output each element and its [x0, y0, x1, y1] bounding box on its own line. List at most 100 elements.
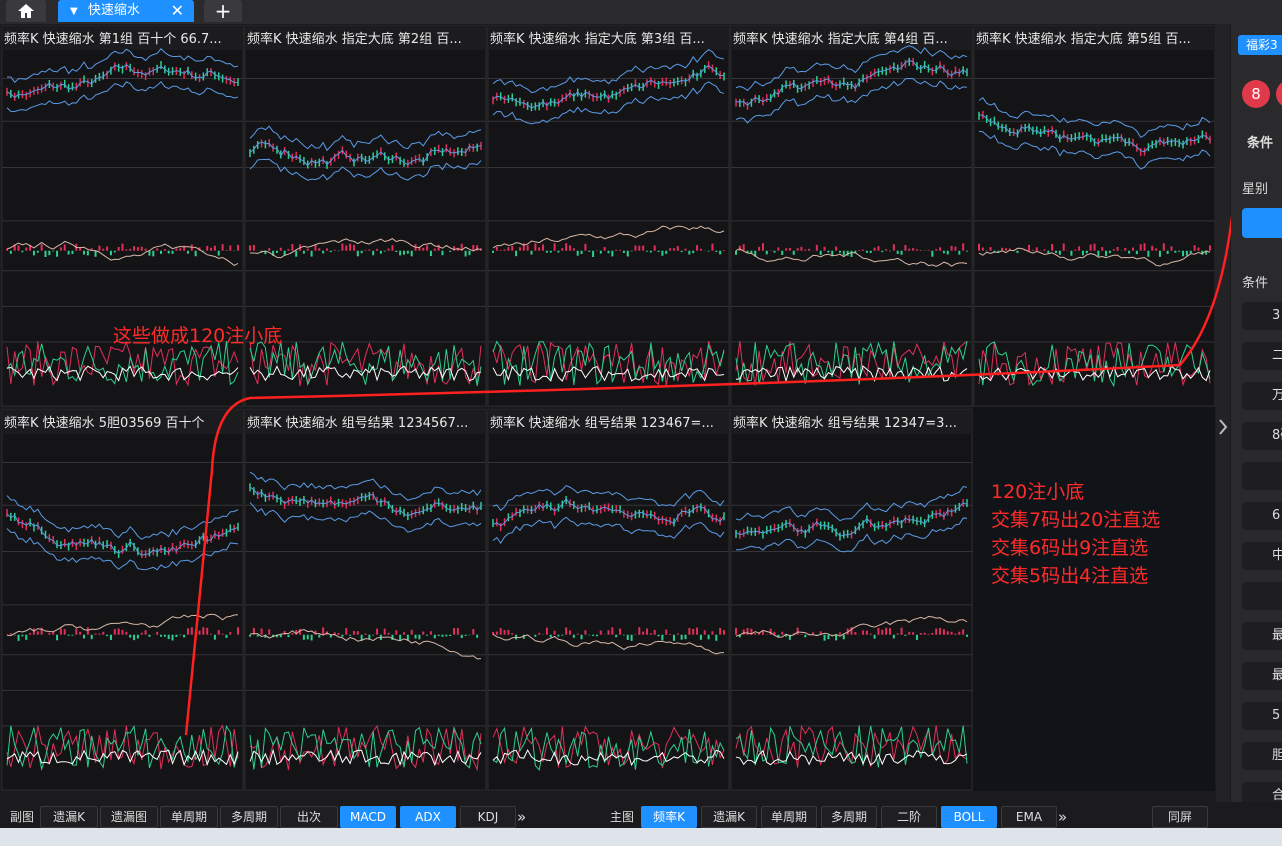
annotation: 120注小底: [991, 481, 1084, 503]
adx-line: [735, 365, 968, 383]
boll-line: [492, 64, 725, 109]
toolbar-button[interactable]: 多周期: [220, 806, 278, 828]
boll-line: [249, 141, 482, 167]
sidebar-button[interactable]: [1242, 208, 1282, 238]
sidebar-item-text: 5: [1272, 708, 1281, 723]
active-tab[interactable]: ▼ 快速缩水 ✕: [58, 0, 194, 22]
boll-line: [492, 81, 725, 125]
panel: 频率K 快速缩水 组号结果 1234567...: [244, 409, 487, 791]
toolbar-button[interactable]: 同屏: [1152, 806, 1208, 828]
toolbar-button[interactable]: 单周期: [761, 806, 817, 828]
panel-title-bar: [974, 26, 1215, 50]
ball-partial[interactable]: [1276, 80, 1282, 108]
sidebar-item[interactable]: 中间: [1242, 542, 1282, 570]
sidebar-item[interactable]: 5: [1242, 702, 1282, 730]
panel-bg: [244, 409, 487, 791]
sidebar-item-text: 合: [1272, 788, 1282, 803]
boll-line: [6, 63, 239, 99]
panel-title: 频率K 快速缩水 组号结果 1234567...: [247, 415, 468, 431]
panel-title-bar: [2, 26, 243, 50]
panel-title: 频率K 快速缩水 指定大底 第4组 百...: [733, 31, 948, 47]
boll-line: [6, 513, 239, 556]
adx-line: [6, 724, 239, 770]
tab-close[interactable]: ✕: [170, 1, 184, 20]
panel-title: 频率K 快速缩水 组号结果 123467=...: [490, 415, 714, 431]
boll-line: [978, 130, 1211, 170]
sidebar-item[interactable]: [1242, 582, 1282, 610]
adx-line: [978, 341, 1211, 388]
boll-line: [735, 502, 968, 537]
toolbar-button[interactable]: ADX: [400, 806, 456, 828]
adx-line: [249, 341, 482, 387]
boll-line: [492, 497, 725, 527]
sidebar-tab[interactable]: 福彩3: [1238, 35, 1282, 55]
panel: 频率K 快速缩水 5胆03569 百十个: [1, 409, 244, 791]
sidebar-item-text: 最小: [1272, 628, 1282, 643]
toolbar-button[interactable]: MACD: [340, 806, 396, 828]
panel-bg: [973, 25, 1216, 407]
sidebar-item[interactable]: 万前: [1242, 382, 1282, 410]
home-tab[interactable]: [6, 0, 46, 22]
sidebar-item[interactable]: 二码: [1242, 342, 1282, 370]
add-tab[interactable]: +: [204, 0, 242, 22]
toolbar-button[interactable]: KDJ: [460, 806, 516, 828]
sidebar-item-text: 万前: [1272, 388, 1282, 403]
panel-title-bar: [488, 26, 729, 50]
toolbar-button[interactable]: 遗漏K: [701, 806, 757, 828]
macd-line: [6, 613, 239, 637]
panel-title: 频率K 快速缩水 第1组 百十个 66.7...: [4, 31, 222, 47]
sidebar-item[interactable]: 胆: [1242, 742, 1282, 770]
tab-dropdown: ▼: [70, 6, 78, 17]
sidebar-item[interactable]: 8码: [1242, 422, 1282, 450]
panel: 频率K 快速缩水 指定大底 第2组 百...: [244, 25, 487, 407]
sidebar-item[interactable]: 最小: [1242, 622, 1282, 650]
toolbar-button[interactable]: 出次: [280, 806, 338, 828]
toolbar-button[interactable]: 遗漏图: [100, 806, 158, 828]
macd-line: [735, 248, 968, 267]
home-icon: [18, 4, 34, 18]
panel-bg: [244, 25, 487, 407]
adx-line: [6, 748, 239, 767]
tab-label: 快速缩水: [87, 3, 140, 18]
sidebar-item[interactable]: 合: [1242, 782, 1282, 804]
adx-line: [249, 364, 482, 382]
sidebar-item[interactable]: 3: [1242, 302, 1282, 330]
annotation: 交集5码出4注直选: [991, 565, 1148, 587]
macd-line: [249, 238, 482, 259]
boll-line: [6, 80, 239, 113]
adx-line: [249, 726, 482, 770]
adx-line: [735, 725, 968, 768]
sidebar-item[interactable]: 6: [1242, 502, 1282, 530]
boll-line: [735, 59, 968, 106]
boll-line: [735, 486, 968, 522]
macd-line: [492, 633, 725, 655]
sidebar-item[interactable]: 最大: [1242, 662, 1282, 690]
toolbar-more[interactable]: »: [1058, 808, 1068, 826]
toolbar-button[interactable]: EMA: [1001, 806, 1057, 828]
panel: 频率K 快速缩水 指定大底 第5组 百...: [973, 25, 1216, 407]
boll-line: [249, 125, 482, 152]
collapse-arrow[interactable]: [1219, 419, 1228, 435]
sidebar-label: 星别: [1242, 182, 1269, 197]
annotation-curve: [184, 55, 1240, 736]
boll-line: [492, 516, 725, 545]
sidebar-item-text: 3: [1272, 308, 1281, 323]
panel-title-bar: [731, 26, 972, 50]
ball[interactable]: 8: [1242, 80, 1270, 108]
adx-line: [492, 726, 725, 771]
toolbar-button[interactable]: 多周期: [821, 806, 877, 828]
toolbar-button[interactable]: 单周期: [160, 806, 218, 828]
adx-line: [249, 341, 482, 386]
toolbar-button[interactable]: BOLL: [941, 806, 997, 828]
toolbar-more[interactable]: »: [517, 808, 527, 826]
panel-title: 频率K 快速缩水 指定大底 第3组 百...: [490, 31, 705, 47]
toolbar-button[interactable]: 频率K: [641, 806, 697, 828]
toolbar-button[interactable]: 二阶: [881, 806, 937, 828]
toolbar-button[interactable]: 遗漏K: [40, 806, 98, 828]
sidebar-item-text: 胆: [1272, 748, 1282, 763]
adx-line: [492, 340, 725, 386]
adx-line: [249, 748, 482, 767]
adx-line: [6, 724, 239, 771]
adx-line: [735, 749, 968, 766]
sidebar-item[interactable]: [1242, 462, 1282, 490]
